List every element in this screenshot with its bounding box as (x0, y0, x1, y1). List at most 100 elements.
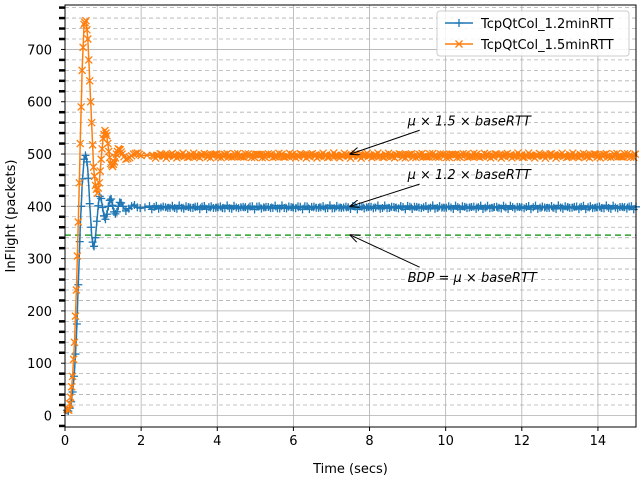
x-tick-label: 14 (590, 434, 607, 449)
x-marker (89, 163, 98, 172)
legend: TcpQtCol_1.2minRTT TcpQtCol_1.5minRTT (436, 10, 630, 57)
y-tick-label: 200 (27, 305, 52, 320)
plus-marker (107, 195, 116, 204)
plus-marker (112, 207, 121, 216)
annotation-2: μ × 1.2 × baseRTT (351, 168, 532, 206)
x-marker (96, 167, 105, 175)
y-tick-label: 500 (27, 148, 52, 163)
plus-marker (84, 174, 93, 183)
annotation-arrow (351, 129, 420, 154)
annotation-text: μ × 1.5 × baseRTT (407, 114, 532, 129)
x-marker (95, 178, 104, 187)
legend-marker (455, 40, 463, 48)
x-marker (109, 160, 118, 169)
series-markers (62, 16, 640, 415)
plus-marker (82, 157, 91, 166)
legend-marker (455, 19, 463, 27)
legend-entry-1: TcpQtCol_1.2minRTT (445, 17, 614, 32)
legend-box (436, 10, 630, 57)
x-marker (71, 312, 80, 321)
x-marker (253, 150, 262, 159)
annotation-text: μ × 1.2 × baseRTT (407, 168, 532, 183)
annotation-3: BDP = μ × baseRTT (351, 235, 538, 286)
plus-marker (85, 199, 94, 208)
x-marker (76, 139, 85, 148)
annotation-text: BDP = μ × baseRTT (408, 271, 538, 286)
series-layer (62, 16, 640, 416)
x-marker (86, 97, 95, 106)
annotation-arrow (351, 183, 420, 206)
x-marker (64, 406, 73, 415)
plus-marker (136, 204, 145, 213)
x-marker (84, 55, 93, 64)
annotations: μ × 1.5 × baseRTT μ × 1.2 × baseRTT BDP = … (351, 114, 538, 286)
x-marker (65, 399, 74, 408)
annotation-1: μ × 1.5 × baseRTT (351, 114, 532, 154)
plus-marker (90, 242, 99, 251)
plus-marker (117, 198, 126, 207)
x-tick-label: 12 (514, 434, 531, 449)
x-marker (66, 393, 75, 402)
plus-marker (94, 201, 103, 210)
x-tick-label: 2 (137, 434, 145, 449)
x-tick-label: 10 (437, 434, 454, 449)
plus-marker (98, 203, 107, 212)
x-marker (631, 150, 640, 159)
x-marker (87, 118, 96, 127)
y-tick-label: 0 (44, 409, 52, 424)
x-marker (116, 145, 125, 154)
plus-marker (119, 202, 128, 211)
x-marker (465, 152, 474, 161)
x-tick-label: 0 (61, 434, 69, 449)
plus-marker (108, 201, 117, 210)
x-marker (448, 150, 457, 159)
x-marker (101, 129, 110, 138)
plus-marker (101, 215, 110, 224)
x-marker (421, 152, 430, 161)
legend-label: TcpQtCol_1.5minRTT (480, 38, 614, 53)
y-tick-label: 700 (27, 43, 52, 58)
axes: 0 100 200 300 400 500 600 700 0 2 4 6 8 10 12 14 (27, 4, 637, 449)
plus-marker (70, 372, 79, 381)
x-marker (83, 35, 92, 43)
x-tick-label: 8 (365, 434, 373, 449)
x-marker (81, 16, 90, 25)
legend-label: TcpQtCol_1.2minRTT (480, 17, 614, 32)
y-tick-label: 300 (27, 253, 52, 268)
x-marker (79, 43, 88, 52)
x-marker (82, 25, 91, 34)
x-marker (236, 152, 245, 161)
plus-marker (140, 203, 149, 212)
x-marker (108, 162, 117, 171)
annotation-arrow (351, 235, 420, 268)
x-marker (88, 140, 97, 149)
x-axis-label: Time (secs) (312, 462, 388, 477)
x-marker (102, 131, 111, 140)
x-marker (67, 382, 76, 391)
plus-marker (91, 233, 100, 242)
x-marker (70, 338, 79, 347)
x-marker (78, 66, 87, 75)
x-marker (117, 147, 126, 156)
plus-marker (105, 196, 114, 205)
plus-marker (87, 223, 96, 232)
plus-marker (88, 238, 97, 247)
legend-entry-2: TcpQtCol_1.5minRTT (445, 38, 614, 53)
x-marker (73, 252, 82, 260)
x-marker (77, 103, 86, 111)
x-marker (85, 76, 94, 85)
x-marker (68, 372, 77, 381)
y-tick-label: 400 (27, 200, 52, 215)
plus-marker (104, 202, 113, 211)
plus-marker (72, 319, 81, 328)
x-marker (72, 286, 81, 294)
series-2 (62, 16, 640, 415)
x-marker (103, 139, 112, 148)
plus-marker (81, 151, 90, 160)
y-tick-label: 100 (27, 357, 52, 372)
x-marker (101, 126, 109, 135)
plus-marker (97, 194, 106, 203)
x-marker (616, 152, 624, 161)
